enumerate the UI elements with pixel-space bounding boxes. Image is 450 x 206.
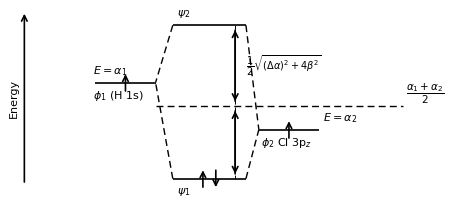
Text: $\phi_2\ \mathrm{Cl\ 3p}_z$: $\phi_2\ \mathrm{Cl\ 3p}_z$ (261, 136, 312, 150)
Text: $E = \alpha_1$: $E = \alpha_1$ (93, 64, 127, 78)
Text: $\phi_1$ (H 1s): $\phi_1$ (H 1s) (93, 89, 144, 103)
Text: $\dfrac{\alpha_1 + \alpha_2}{2}$: $\dfrac{\alpha_1 + \alpha_2}{2}$ (406, 82, 445, 106)
Text: $\psi_1$: $\psi_1$ (177, 186, 191, 198)
Text: $E = \alpha_2$: $E = \alpha_2$ (324, 111, 358, 125)
Text: $\psi_2$: $\psi_2$ (177, 8, 190, 20)
Text: $\dfrac{1}{2}\sqrt{(\Delta\alpha)^2 + 4\beta^2}$: $\dfrac{1}{2}\sqrt{(\Delta\alpha)^2 + 4\… (246, 53, 321, 78)
Text: Energy: Energy (9, 79, 18, 118)
